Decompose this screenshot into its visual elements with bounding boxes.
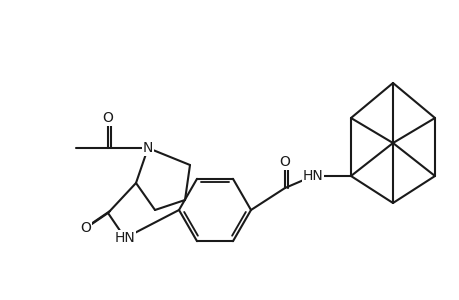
Text: O: O (279, 155, 290, 169)
Text: HN: HN (114, 231, 135, 245)
Text: N: N (142, 141, 153, 155)
Text: HN: HN (302, 169, 323, 183)
Text: O: O (102, 111, 113, 125)
Text: O: O (80, 221, 91, 235)
